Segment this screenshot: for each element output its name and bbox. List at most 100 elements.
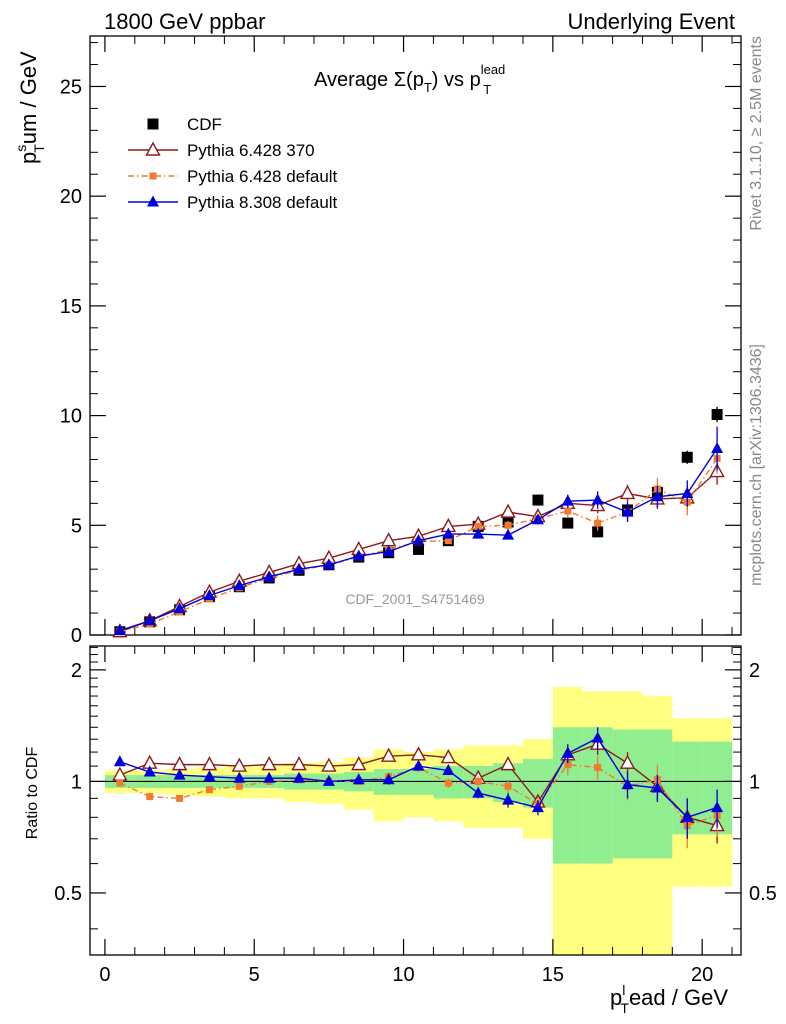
mcplots-label: mcplots.cern.ch [arXiv:1306.3436] [748, 344, 765, 586]
main-ytick-label: 15 [60, 296, 82, 318]
ratio-ytick-label: 2 [71, 660, 82, 682]
ratio-point [442, 764, 455, 776]
ratio-point [591, 731, 604, 743]
ratio-point [594, 764, 602, 772]
data-point [203, 589, 216, 601]
legend-item: Pythia 6.428 default [128, 167, 338, 186]
data-point [382, 545, 395, 557]
ratio-ytick-label-right: 1 [749, 771, 760, 793]
legend-label: Pythia 6.428 370 [187, 141, 315, 160]
data-point [681, 486, 694, 498]
data-point [263, 570, 276, 582]
ratio-ytick-label: 1 [71, 771, 82, 793]
xtick-label: 15 [542, 964, 564, 986]
xtick-label: 10 [392, 964, 414, 986]
ratio-frame [89, 645, 742, 956]
main-panel: 0 5 10 15 20 25 [60, 35, 742, 647]
legend-marker [145, 141, 161, 156]
legend-marker [147, 195, 159, 207]
ratio-point [440, 749, 457, 764]
series-3 [113, 426, 724, 636]
xtick-label: 0 [99, 964, 110, 986]
ratio-point [504, 782, 512, 790]
data-point [619, 485, 636, 500]
data-point [504, 521, 512, 529]
data-point [562, 517, 574, 529]
ratio-point [412, 759, 425, 771]
data-point [621, 505, 634, 517]
ratio-point [291, 756, 307, 771]
ratio-point [263, 771, 276, 783]
ratio-ytick-label: 0.5 [54, 883, 82, 905]
legend-marker [147, 118, 159, 130]
ratio-point [201, 756, 218, 771]
ratio-point [176, 794, 184, 802]
main-ytick-label: 5 [71, 515, 82, 537]
main-ylabel: ps Tum / GeV [13, 51, 47, 164]
main-ytick-label: 0 [71, 625, 82, 647]
header-right: Underlying Event [567, 9, 735, 34]
data-point [500, 503, 516, 518]
ratio-point [380, 747, 397, 762]
ratio-point [231, 757, 247, 772]
xtick-label: 5 [249, 964, 260, 986]
legend-label: Pythia 6.428 default [187, 167, 338, 186]
ratio-point [564, 761, 572, 769]
ratio-ytick-label-right: 2 [749, 660, 760, 682]
main-title: Average Σ(pT) vs plead T [314, 62, 505, 97]
ratio-point [261, 756, 277, 771]
data-point [412, 543, 424, 555]
data-point [502, 528, 515, 540]
data-point [113, 624, 126, 636]
data-point [651, 490, 664, 502]
ratio-point [621, 778, 634, 790]
ratio-point [351, 756, 367, 771]
ratio-point [472, 786, 485, 798]
ratio-point [681, 810, 694, 822]
data-point [173, 602, 186, 614]
data-point [711, 441, 724, 453]
legend-marker [149, 172, 157, 180]
xtick-label: 20 [691, 964, 713, 986]
main-ytick-label: 10 [60, 406, 82, 428]
ratio-point [500, 756, 516, 771]
ratio-point [651, 781, 664, 793]
data-point [561, 494, 574, 506]
data-point [322, 558, 335, 570]
data-point [474, 522, 482, 530]
xlabel: pl Tead / GeV [610, 982, 728, 1016]
main-ytick-label: 20 [60, 186, 82, 208]
data-point [532, 494, 544, 506]
data-point [531, 513, 544, 525]
data-point [233, 579, 246, 591]
ratio-ytick-label-right: 0.5 [749, 883, 777, 905]
watermark: CDF_2001_S4751469 [345, 591, 485, 607]
ratio-line [119, 763, 718, 827]
main-frame [89, 35, 742, 636]
ratio-point [203, 770, 216, 782]
legend-item: Pythia 6.428 370 [128, 141, 315, 160]
data-point [591, 493, 604, 505]
ratio-point [444, 779, 452, 787]
ratio-point [711, 801, 724, 813]
legend-item: CDF [147, 115, 222, 134]
ratio-point [502, 793, 515, 805]
legend: CDF Pythia 6.428 370 Pythia 6.428 default P… [128, 115, 338, 212]
ratio-point [293, 771, 306, 783]
data-point [412, 534, 425, 546]
data-point [442, 527, 455, 539]
ratio-point [173, 768, 186, 780]
legend-label: CDF [187, 115, 222, 134]
ratio-point [113, 755, 126, 767]
ratio-point [205, 786, 213, 794]
ratio-point [322, 774, 335, 786]
main-ytick-label: 25 [60, 76, 82, 98]
data-point [594, 519, 602, 527]
data-point [293, 562, 306, 574]
legend-label: Pythia 8.308 default [187, 193, 338, 212]
ratio-point [235, 782, 243, 790]
data-point [681, 451, 693, 463]
data-point [592, 526, 604, 538]
data-point [143, 614, 156, 626]
